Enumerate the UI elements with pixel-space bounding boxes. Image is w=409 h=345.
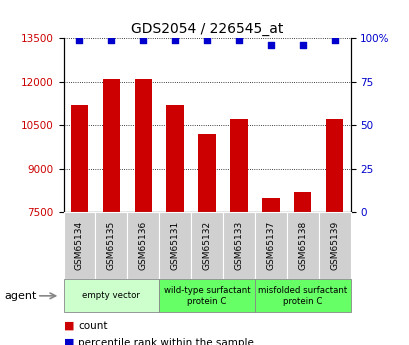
Bar [229, 119, 247, 212]
Bar [293, 192, 311, 212]
Text: GSM65137: GSM65137 [266, 221, 275, 270]
Text: GSM65132: GSM65132 [202, 221, 211, 270]
Point [76, 37, 83, 42]
Point [108, 37, 115, 42]
Text: GSM65135: GSM65135 [107, 221, 116, 270]
Bar [325, 119, 343, 212]
Bar [102, 79, 120, 212]
Bar [134, 79, 152, 212]
Text: wild-type surfactant
protein C: wild-type surfactant protein C [163, 286, 250, 306]
Text: empty vector: empty vector [82, 291, 140, 300]
Text: ■: ■ [63, 338, 74, 345]
Text: GSM65131: GSM65131 [170, 221, 179, 270]
Point [203, 37, 210, 42]
Text: agent: agent [4, 291, 36, 301]
Bar [198, 134, 215, 212]
Bar [261, 198, 279, 212]
Text: GSM65139: GSM65139 [329, 221, 338, 270]
Point [139, 37, 146, 42]
Text: GSM65138: GSM65138 [297, 221, 306, 270]
Point [267, 42, 274, 48]
Text: GSM65133: GSM65133 [234, 221, 243, 270]
Text: GSM65136: GSM65136 [138, 221, 147, 270]
Text: count: count [78, 321, 107, 331]
Point [330, 37, 337, 42]
Bar [166, 105, 184, 212]
Text: GSM65134: GSM65134 [75, 221, 84, 270]
Bar [70, 105, 88, 212]
Title: GDS2054 / 226545_at: GDS2054 / 226545_at [130, 21, 283, 36]
Point [235, 37, 242, 42]
Text: misfolded surfactant
protein C: misfolded surfactant protein C [257, 286, 346, 306]
Text: percentile rank within the sample: percentile rank within the sample [78, 338, 253, 345]
Point [299, 42, 305, 48]
Point [171, 37, 178, 42]
Text: ■: ■ [63, 321, 74, 331]
